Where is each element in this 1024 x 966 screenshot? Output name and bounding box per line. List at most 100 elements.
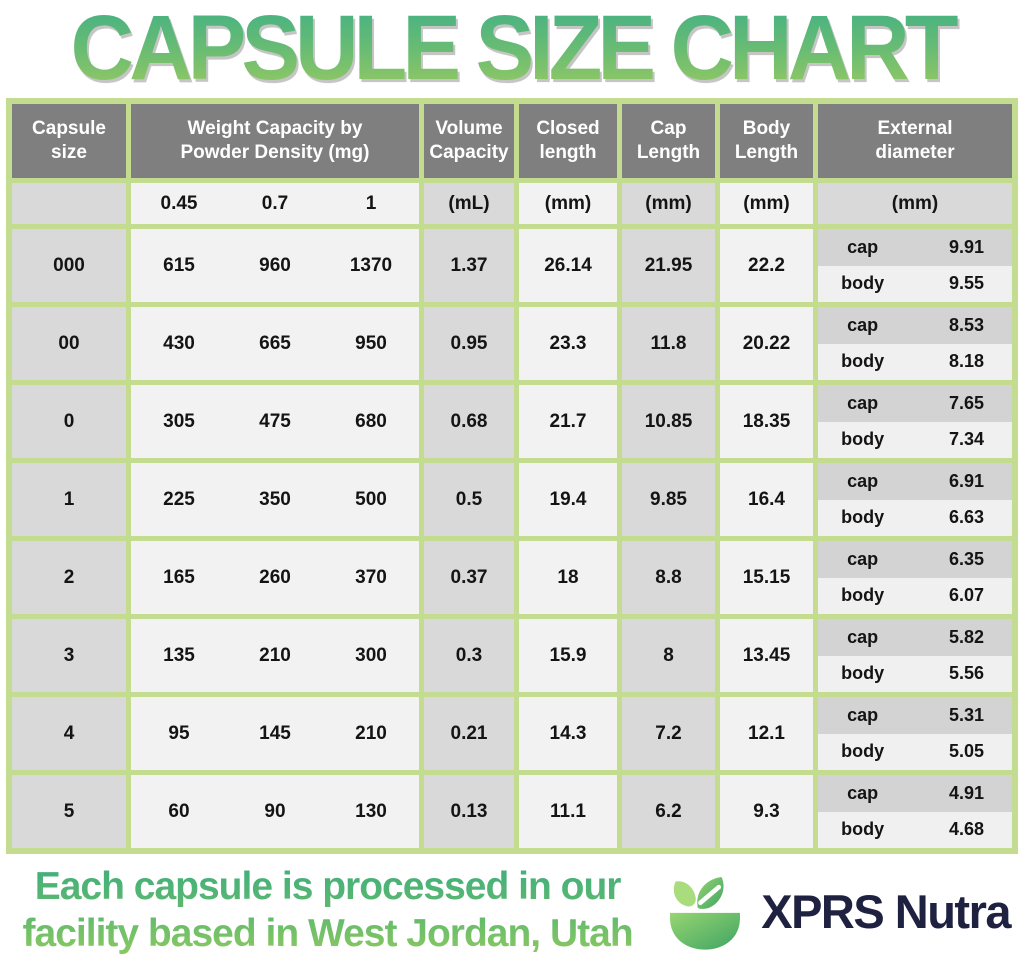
ext-body-value: 7.34 bbox=[948, 429, 984, 450]
row-external: cap 5.82 body 5.56 bbox=[818, 619, 1012, 692]
ext-body-label: body bbox=[841, 585, 885, 606]
row-size: 000 bbox=[12, 229, 126, 302]
row-body-length: 18.35 bbox=[720, 385, 813, 458]
row-cap-length: 6.2 bbox=[622, 775, 715, 848]
row-external: cap 6.91 body 6.63 bbox=[818, 463, 1012, 536]
brand-name: XPRS Nutra bbox=[761, 884, 1011, 938]
header-cap-line1: Cap bbox=[650, 118, 687, 140]
header-volume-line2: Capacity bbox=[429, 142, 509, 163]
weight-045: 135 bbox=[163, 644, 195, 666]
row-size: 2 bbox=[12, 541, 126, 614]
row-cap-length: 8 bbox=[622, 619, 715, 692]
row-body-length: 13.45 bbox=[720, 619, 813, 692]
row-body-length: 22.2 bbox=[720, 229, 813, 302]
row-closed: 26.14 bbox=[519, 229, 617, 302]
weight-045: 165 bbox=[163, 566, 195, 588]
ext-cap-value: 6.91 bbox=[948, 470, 984, 491]
row-size: 0 bbox=[12, 385, 126, 458]
row-size: 4 bbox=[12, 697, 126, 770]
header-external-line2: diameter bbox=[875, 142, 955, 163]
ext-cap-label: cap bbox=[847, 314, 879, 335]
row-body-length: 20.22 bbox=[720, 307, 813, 380]
footer-tagline-line2: facility based in West Jordan, Utah bbox=[22, 912, 633, 955]
weight-1: 300 bbox=[355, 644, 387, 666]
weight-07: 90 bbox=[264, 800, 286, 822]
row-cap-length: 7.2 bbox=[622, 697, 715, 770]
row-external: cap 7.65 body 7.34 bbox=[818, 385, 1012, 458]
weight-045: 430 bbox=[163, 332, 195, 354]
row-weights: 430 665 950 bbox=[131, 307, 419, 380]
weight-1: 130 bbox=[355, 800, 387, 822]
row-size: 3 bbox=[12, 619, 126, 692]
weight-07: 475 bbox=[259, 410, 291, 432]
ext-body-label: body bbox=[841, 507, 885, 528]
units-densities: 0.45 0.7 1 bbox=[131, 183, 419, 224]
row-external: cap 5.31 body 5.05 bbox=[818, 697, 1012, 770]
ext-body-label: body bbox=[841, 663, 885, 684]
row-weights: 615 960 1370 bbox=[131, 229, 419, 302]
brand-logo-group: XPRS Nutra bbox=[659, 865, 1011, 957]
weight-1: 1370 bbox=[349, 254, 393, 276]
unit-density-07: 0.7 bbox=[261, 192, 289, 214]
header-volume-capacity: Volume Capacity bbox=[424, 104, 514, 178]
ext-cap-label: cap bbox=[847, 626, 879, 647]
row-closed: 23.3 bbox=[519, 307, 617, 380]
ext-cap-label: cap bbox=[847, 704, 879, 725]
header-closed-line2: length bbox=[539, 142, 597, 163]
weight-045: 60 bbox=[168, 800, 190, 822]
row-size: 00 bbox=[12, 307, 126, 380]
row-weights: 60 90 130 bbox=[131, 775, 419, 848]
ext-cap-label: cap bbox=[847, 470, 879, 491]
header-body-line2: Length bbox=[734, 142, 799, 163]
weight-045: 225 bbox=[163, 488, 195, 510]
header-weight-line2: Powder Density (mg) bbox=[180, 142, 370, 163]
ext-cap-label: cap bbox=[847, 236, 879, 257]
ext-body-value: 5.56 bbox=[948, 663, 984, 684]
row-closed: 11.1 bbox=[519, 775, 617, 848]
ext-body-label: body bbox=[841, 273, 885, 294]
weight-07: 145 bbox=[259, 722, 291, 744]
header-volume-line1: Volume bbox=[435, 118, 503, 140]
weight-045: 95 bbox=[168, 722, 190, 744]
row-external: cap 8.53 body 8.18 bbox=[818, 307, 1012, 380]
row-cap-length: 11.8 bbox=[622, 307, 715, 380]
header-closed-length: Closed length bbox=[519, 104, 617, 178]
row-closed: 14.3 bbox=[519, 697, 617, 770]
row-body-length: 9.3 bbox=[720, 775, 813, 848]
row-external: cap 9.91 body 9.55 bbox=[818, 229, 1012, 302]
mortar-leaves-logo-icon bbox=[670, 876, 741, 950]
ext-body-label: body bbox=[841, 741, 885, 762]
row-volume: 0.13 bbox=[424, 775, 514, 848]
footer-tagline-line1: Each capsule is processed in our bbox=[34, 865, 621, 909]
weight-07: 210 bbox=[259, 644, 291, 666]
row-weights: 165 260 370 bbox=[131, 541, 419, 614]
unit-external: (mm) bbox=[818, 183, 1012, 224]
header-capsule-size: Capsule size bbox=[12, 104, 126, 178]
row-volume: 0.21 bbox=[424, 697, 514, 770]
unit-density-045: 0.45 bbox=[160, 192, 198, 214]
unit-volume: (mL) bbox=[424, 183, 514, 224]
ext-cap-value: 5.82 bbox=[948, 626, 984, 647]
row-weights: 135 210 300 bbox=[131, 619, 419, 692]
row-body-length: 12.1 bbox=[720, 697, 813, 770]
header-cap-line2: Length bbox=[636, 142, 701, 163]
ext-cap-value: 8.53 bbox=[948, 314, 984, 335]
weight-07: 350 bbox=[259, 488, 291, 510]
units-capsule-size-empty bbox=[12, 183, 126, 224]
weight-1: 370 bbox=[355, 566, 387, 588]
unit-density-1: 1 bbox=[365, 192, 377, 214]
ext-body-value: 6.07 bbox=[948, 585, 984, 606]
weight-07: 665 bbox=[259, 332, 291, 354]
ext-cap-label: cap bbox=[847, 782, 879, 803]
ext-body-value: 6.63 bbox=[948, 507, 984, 528]
row-weights: 95 145 210 bbox=[131, 697, 419, 770]
header-closed-line1: Closed bbox=[536, 118, 600, 140]
capsule-size-table: Capsule size Weight Capacity by Powder D… bbox=[6, 98, 1018, 854]
row-weights: 305 475 680 bbox=[131, 385, 419, 458]
ext-body-label: body bbox=[841, 429, 885, 450]
row-volume: 0.37 bbox=[424, 541, 514, 614]
row-external: cap 6.35 body 6.07 bbox=[818, 541, 1012, 614]
row-weights: 225 350 500 bbox=[131, 463, 419, 536]
ext-body-label: body bbox=[841, 351, 885, 372]
row-body-length: 16.4 bbox=[720, 463, 813, 536]
